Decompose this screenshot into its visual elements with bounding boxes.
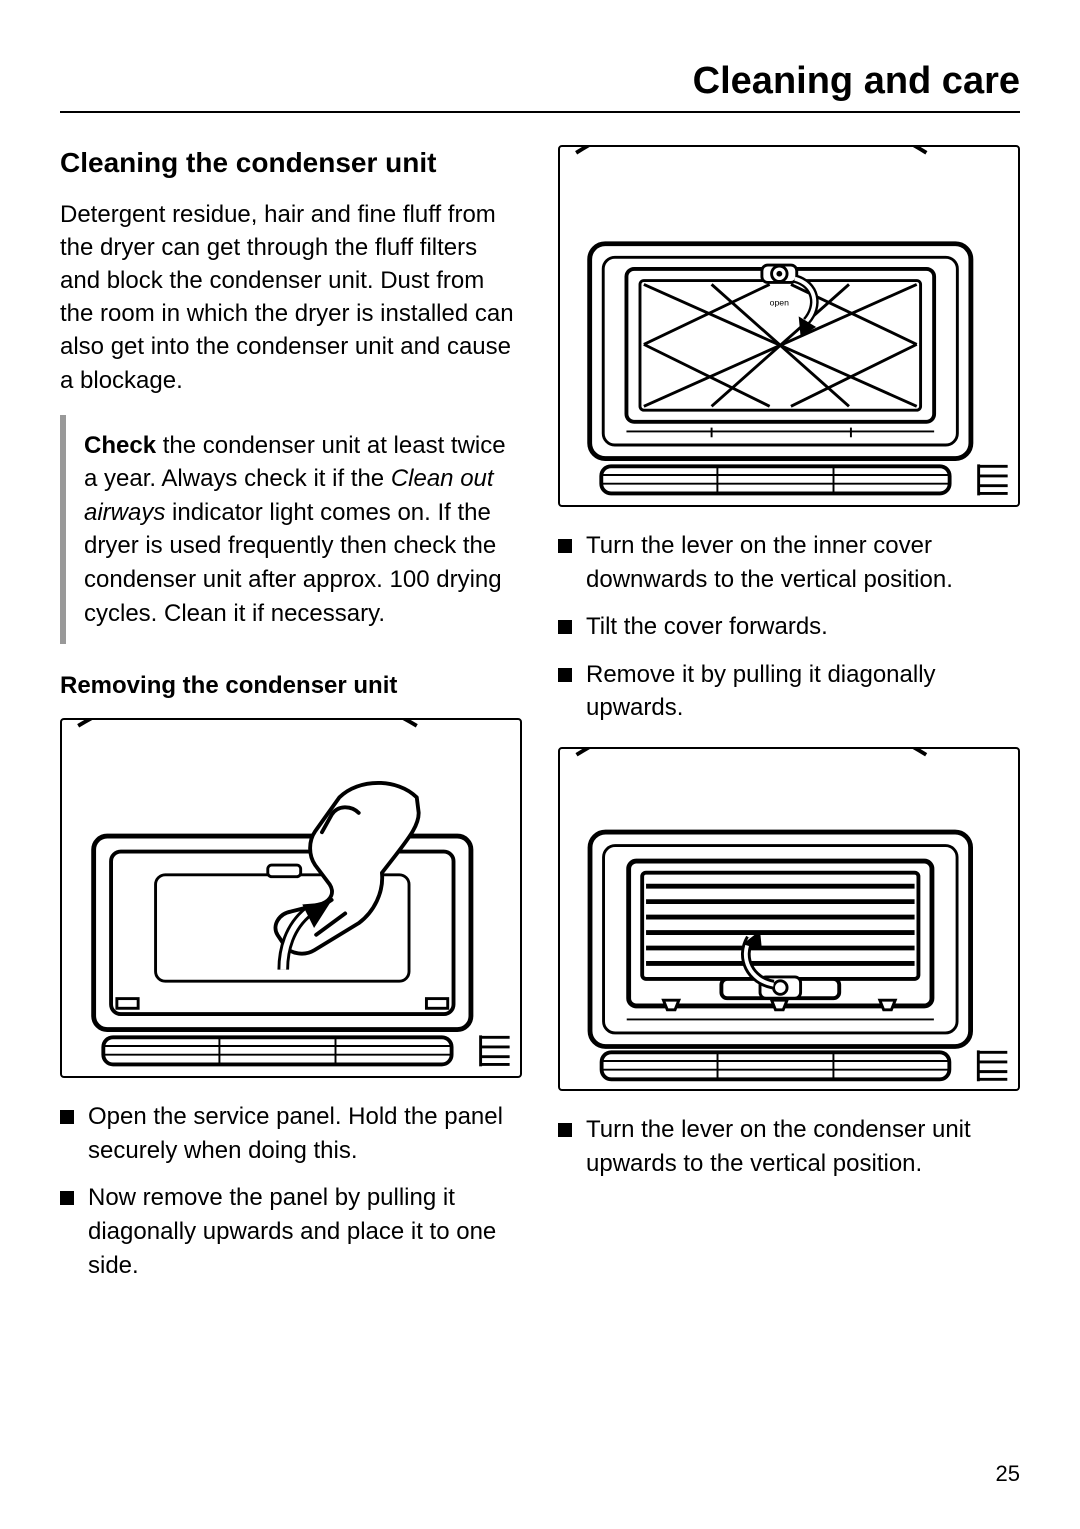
manual-page: Cleaning and care Cleaning the condenser…: [0, 0, 1080, 1529]
list-item: Turn the lever on the inner cover downwa…: [558, 529, 1020, 596]
list-item: Remove it by pulling it diagonally upwar…: [558, 658, 1020, 725]
chapter-title: Cleaning and care: [60, 60, 1020, 113]
callout-bold: Check: [84, 432, 156, 459]
step-text: Now remove the panel by pulling it diago…: [88, 1181, 522, 1282]
square-bullet-icon: [558, 539, 572, 553]
square-bullet-icon: [558, 620, 572, 634]
step-text: Turn the lever on the condenser unit upw…: [586, 1113, 1020, 1180]
list-item: Turn the lever on the condenser unit upw…: [558, 1113, 1020, 1180]
left-steps-list: Open the service panel. Hold the panel s…: [60, 1100, 522, 1296]
intro-paragraph: Detergent residue, hair and fine fluff f…: [60, 198, 522, 397]
step-text: Remove it by pulling it diagonally upwar…: [586, 658, 1020, 725]
list-item: Open the service panel. Hold the panel s…: [60, 1100, 522, 1167]
page-number: 25: [996, 1461, 1020, 1487]
list-item: Now remove the panel by pulling it diago…: [60, 1181, 522, 1282]
square-bullet-icon: [60, 1110, 74, 1124]
check-callout: Check the condenser unit at least twice …: [60, 415, 522, 645]
svg-text:open: open: [770, 298, 789, 308]
square-bullet-icon: [558, 1123, 572, 1137]
step-text: Open the service panel. Hold the panel s…: [88, 1100, 522, 1167]
square-bullet-icon: [558, 668, 572, 682]
left-column: Cleaning the condenser unit Detergent re…: [60, 145, 522, 1304]
step-text: Tilt the cover forwards.: [586, 610, 828, 644]
square-bullet-icon: [60, 1191, 74, 1205]
subsection-heading: Removing the condenser unit: [60, 672, 522, 700]
right-column: open Turn the: [558, 145, 1020, 1304]
right-steps-list-1: Turn the lever on the inner cover downwa…: [558, 529, 1020, 739]
two-column-layout: Cleaning the condenser unit Detergent re…: [60, 145, 1020, 1304]
figure-inner-cover-lever: open: [558, 145, 1020, 507]
figure-open-service-panel: [60, 718, 522, 1078]
section-heading: Cleaning the condenser unit: [60, 145, 522, 180]
list-item: Tilt the cover forwards.: [558, 610, 1020, 644]
figure-condenser-lever: [558, 747, 1020, 1091]
right-steps-list-2: Turn the lever on the condenser unit upw…: [558, 1113, 1020, 1194]
step-text: Turn the lever on the inner cover downwa…: [586, 529, 1020, 596]
